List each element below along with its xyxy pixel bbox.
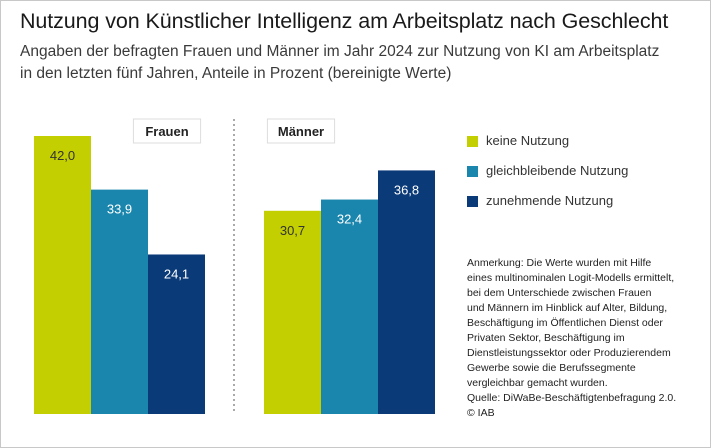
- subtitle-line: in den letzten fünf Jahren, Anteile in P…: [20, 65, 452, 82]
- group-label-1: Männer: [278, 124, 324, 139]
- note-line: Privaten Sektor, Beschäftigung im: [467, 332, 625, 344]
- bar-frauen-1: [91, 189, 148, 414]
- legend-label: zunehmende Nutzung: [486, 193, 614, 208]
- note-line: Anmerkung: Die Werte wurden mit Hilfe: [467, 257, 652, 269]
- group-label-0: Frauen: [145, 124, 188, 139]
- bar-männer-0: [264, 210, 321, 414]
- note-line: Beschäftigung im Öffentlichen Dienst ode…: [467, 317, 663, 329]
- bar-value-label: 36,8: [394, 182, 419, 197]
- bar-value-label: 30,7: [280, 223, 305, 238]
- legend-label: keine Nutzung: [486, 133, 570, 148]
- chart-title: Nutzung von Künstlicher Intelligenz am A…: [20, 9, 669, 33]
- bar-value-label: 33,9: [107, 202, 132, 217]
- note-line: und Männern im Hinblick auf Alter, Bildu…: [467, 302, 668, 314]
- note-line: Gewerbe sowie die Berufssegmente: [467, 362, 636, 374]
- bar-männer-2: [378, 170, 435, 414]
- subtitle-line: Angaben der befragten Frauen und Männer …: [20, 43, 660, 60]
- copyright-line: © IAB: [467, 407, 495, 419]
- note-line: Dienstleistungssektor oder Produzierende…: [467, 347, 671, 359]
- legend-swatch-gleichbleibend: [467, 166, 478, 177]
- bar-value-label: 32,4: [337, 212, 362, 227]
- group-label-box-1: [266, 118, 336, 144]
- group-label-box-0: [132, 118, 202, 144]
- legend-swatch-zunehmend: [467, 196, 478, 207]
- legend-swatch-keine: [467, 136, 478, 147]
- note-line: eines multinominalen Logit-Modells ermit…: [467, 272, 675, 284]
- bar-frauen-0: [34, 136, 91, 414]
- bar-frauen-2: [148, 254, 205, 414]
- bar-value-label: 24,1: [164, 266, 189, 281]
- methodology-note: Anmerkung: Die Werte wurden mit Hilfe ei…: [467, 256, 703, 421]
- legend-label: gleichbleibende Nutzung: [486, 163, 629, 178]
- bar-value-label: 42,0: [50, 148, 75, 163]
- chart-subtitle: Angaben der befragten Frauen und Männer …: [20, 41, 659, 85]
- note-line: vergleichbar gemacht wurden.: [467, 377, 608, 389]
- note-line: bei dem Unterschiede zwischen Frauen: [467, 287, 652, 299]
- source-line: Quelle: DiWaBe-Beschäftigtenbefragung 2.…: [467, 392, 677, 404]
- bar-männer-1: [321, 199, 378, 414]
